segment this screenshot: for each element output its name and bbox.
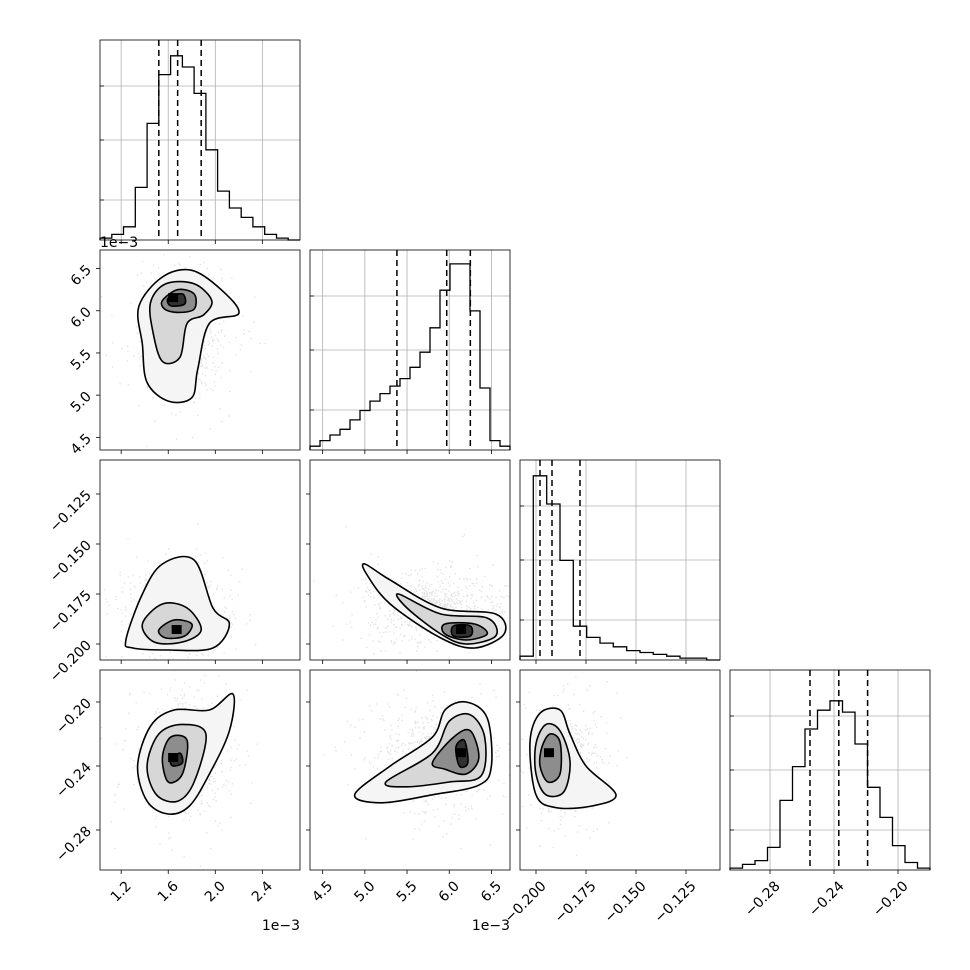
panel-frame <box>309 459 511 661</box>
x-offset-text: 1e−3 <box>262 918 300 934</box>
contour-outer <box>136 268 240 404</box>
x-tick-label: −0.20 <box>870 878 912 920</box>
panel-frame <box>309 249 511 451</box>
panel-frame <box>99 39 301 241</box>
panel-content <box>520 676 628 857</box>
histogram-line <box>519 475 720 661</box>
x-tick-label: 5.0 <box>351 878 378 905</box>
density-peak <box>544 748 554 758</box>
contour-outer <box>353 700 493 804</box>
panel-content <box>323 670 510 850</box>
panel-frame <box>519 459 721 661</box>
y-tick-label: −0.150 <box>47 538 95 586</box>
y-tick-label: −0.20 <box>53 696 95 738</box>
scatter-panel-1-2 <box>309 459 511 661</box>
contour-middle <box>395 593 498 645</box>
x-tick-label: −0.24 <box>806 878 848 920</box>
contour-outer <box>361 563 507 649</box>
contour-outer <box>124 555 231 652</box>
histogram-panel-2 <box>519 459 721 661</box>
contour-inner <box>157 618 193 640</box>
panel-content <box>100 523 257 660</box>
histogram-line <box>99 55 300 241</box>
contour-middle <box>384 712 487 788</box>
panel-frame <box>309 669 511 871</box>
x-tick-label: 2.4 <box>249 878 276 905</box>
x-offset-text: 1e−3 <box>472 918 510 934</box>
panel-content <box>100 253 267 448</box>
contour-inner <box>441 621 489 641</box>
panel-frame <box>99 249 301 451</box>
panel-frame <box>99 669 301 871</box>
contour-core <box>455 738 469 769</box>
density-peak <box>455 625 466 634</box>
y-tick-label: −0.28 <box>53 824 95 866</box>
histogram-line <box>729 700 931 870</box>
y-tick-label: 5.0 <box>68 389 95 416</box>
panel-content <box>100 670 259 867</box>
contour-core <box>450 623 474 639</box>
panel-frame <box>99 459 301 661</box>
y-tick-label: 6.0 <box>68 304 95 331</box>
x-tick-label: −0.150 <box>602 878 650 926</box>
x-tick-label: 1.2 <box>108 878 135 905</box>
histogram-panel-0 <box>99 39 301 241</box>
x-tick-label: −0.125 <box>652 878 700 926</box>
panel-content <box>310 526 510 660</box>
y-tick-label: 5.5 <box>68 346 95 373</box>
density-peak <box>171 625 182 634</box>
x-tick-label: −0.175 <box>552 878 600 926</box>
x-tick-label: −0.200 <box>502 878 550 926</box>
y-tick-label: −0.24 <box>53 759 95 801</box>
histogram-line <box>309 263 511 450</box>
scatter-panel-0-2 <box>99 459 301 661</box>
histogram-panel-3 <box>729 669 931 871</box>
histogram-panel-1 <box>309 249 511 451</box>
y-tick-label: −0.175 <box>47 588 95 636</box>
y-offset-text: 1e−3 <box>100 235 138 251</box>
x-tick-label: 6.5 <box>478 878 505 905</box>
x-tick-label: 2.0 <box>202 878 229 905</box>
contour-middle <box>533 722 571 798</box>
contour-outer <box>136 692 236 815</box>
y-tick-label: −0.125 <box>47 488 95 536</box>
contour-outer <box>529 707 617 810</box>
density-fill-inner <box>539 733 562 783</box>
contour-middle <box>148 280 213 365</box>
contour-inner <box>161 734 189 784</box>
density-peak <box>455 748 466 758</box>
x-tick-label: 1.6 <box>155 878 182 905</box>
y-tick-label: −0.200 <box>47 638 95 686</box>
density-peak <box>168 293 179 303</box>
contour-middle <box>146 723 207 803</box>
contour-inner <box>538 733 563 784</box>
scatter-panel-1-3 <box>309 669 511 871</box>
contour-core <box>166 292 187 307</box>
x-tick-label: −0.28 <box>742 878 784 920</box>
x-tick-label: 4.5 <box>309 878 336 905</box>
x-tick-label: 6.0 <box>436 878 463 905</box>
x-tick-label: 5.5 <box>394 878 421 905</box>
panel-frame <box>729 669 931 871</box>
contour-middle <box>141 602 203 645</box>
panel-frame <box>519 669 721 871</box>
contour-core <box>169 752 184 767</box>
scatter-panel-2-3 <box>519 669 721 871</box>
y-tick-label: 6.5 <box>68 262 95 289</box>
scatter-panel-0-3 <box>99 669 301 871</box>
scatter-panel-0-1 <box>99 249 301 451</box>
y-tick-label: 4.5 <box>68 431 95 458</box>
contour-inner <box>160 288 197 314</box>
contour-inner <box>431 728 480 776</box>
